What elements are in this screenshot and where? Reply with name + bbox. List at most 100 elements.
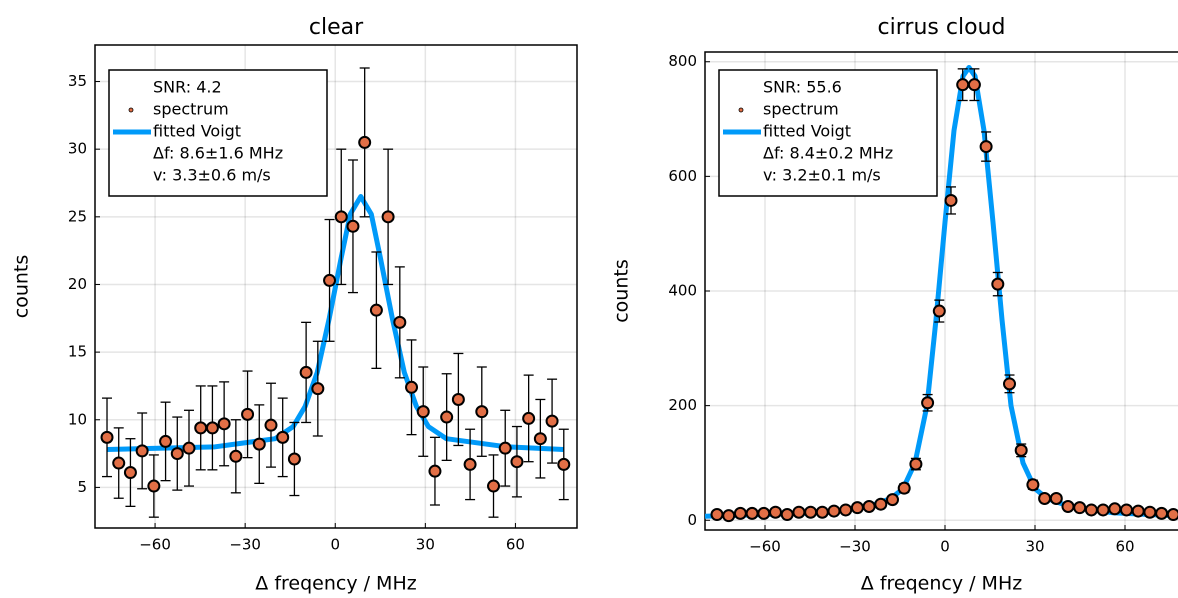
data-point xyxy=(487,479,501,493)
data-point xyxy=(264,418,278,432)
data-point xyxy=(932,304,946,318)
legend: SNR: 55.6 spectrum fitted Voigt Δf: 8.4±0.2… xyxy=(718,69,938,197)
data-point xyxy=(874,497,888,511)
data-point xyxy=(416,405,430,419)
data-point xyxy=(1073,501,1087,515)
x-tick-label: 60 xyxy=(1115,538,1134,556)
legend-marker xyxy=(738,107,744,113)
legend-label: SNR: 4.2 xyxy=(153,78,222,97)
plot-frame xyxy=(94,44,578,529)
data-point xyxy=(1061,500,1075,514)
x-tick-label: −30 xyxy=(229,536,261,554)
y-tick-label: 20 xyxy=(68,275,87,293)
data-point xyxy=(862,500,876,514)
data-point xyxy=(804,505,818,519)
data-point xyxy=(205,421,219,435)
data-point xyxy=(100,430,114,444)
x-tick-label: 0 xyxy=(940,538,950,556)
subplot: clear Δ freqency / MHz counts −60 −30 0 30 60 5 1… xyxy=(11,15,578,595)
data-point xyxy=(780,508,794,522)
data-point xyxy=(991,277,1005,291)
x-tick-label: 30 xyxy=(1025,538,1044,556)
x-tick-label: 60 xyxy=(506,536,525,554)
legend: SNR: 4.2 spectrum fitted Voigt Δf: 8.6±1.6 … xyxy=(108,69,328,197)
data-point xyxy=(287,452,301,466)
data-point xyxy=(1038,491,1052,505)
data-point xyxy=(839,503,853,517)
fit-line xyxy=(106,194,564,453)
legend-label: v: 3.3±0.6 m/s xyxy=(153,166,271,185)
x-tick-label: −60 xyxy=(749,538,781,556)
data-point xyxy=(1003,377,1016,391)
data-point xyxy=(369,303,383,317)
data-point xyxy=(323,273,337,287)
chart-title: cirrus cloud xyxy=(878,15,1006,40)
legend-label: spectrum xyxy=(763,100,839,119)
data-point xyxy=(252,437,266,451)
subplot: cirrus cloud Δ freqency / MHz counts −60 −30… xyxy=(611,15,1178,595)
data-point xyxy=(112,456,126,470)
data-point xyxy=(147,479,161,493)
data-point xyxy=(346,219,360,233)
data-point xyxy=(334,210,348,224)
data-point xyxy=(850,501,864,515)
chart-title: clear xyxy=(309,15,364,40)
data-point xyxy=(710,508,724,522)
data-point xyxy=(229,449,243,463)
legend-label: spectrum xyxy=(153,100,229,119)
data-point xyxy=(241,407,255,421)
data-point xyxy=(381,210,395,224)
y-tick-label: 800 xyxy=(668,52,697,70)
data-point xyxy=(956,78,970,92)
data-point xyxy=(827,504,841,518)
data-point xyxy=(1084,503,1098,517)
data-point xyxy=(123,466,137,480)
y-tick-label: 35 xyxy=(68,72,87,90)
data-point xyxy=(1143,505,1157,519)
x-axis-label: Δ freqency / MHz xyxy=(255,573,416,595)
data-point xyxy=(393,315,407,329)
data-point xyxy=(276,430,290,444)
y-tick-label: 600 xyxy=(668,167,697,185)
data-point xyxy=(722,509,736,523)
data-point xyxy=(440,410,454,424)
plot-area xyxy=(100,67,571,518)
data-point xyxy=(533,432,547,446)
data-point xyxy=(1096,503,1110,517)
data-point xyxy=(358,135,372,149)
data-point xyxy=(311,382,325,396)
x-axis-label: Δ freqency / MHz xyxy=(861,573,1022,595)
y-tick-label: 200 xyxy=(668,396,697,414)
legend-label: fitted Voigt xyxy=(763,122,851,141)
legend-label: Δf: 8.6±1.6 MHz xyxy=(153,144,283,163)
data-point xyxy=(1166,508,1178,522)
plot-frame xyxy=(704,51,1178,531)
data-point xyxy=(886,493,899,507)
data-point xyxy=(510,455,524,469)
data-point xyxy=(921,396,935,410)
data-point xyxy=(194,421,208,435)
legend-label: v: 3.2±0.1 m/s xyxy=(763,166,881,185)
data-point xyxy=(757,506,771,520)
data-point xyxy=(733,506,747,520)
y-axis-label: counts xyxy=(11,255,33,319)
data-point xyxy=(182,441,196,455)
data-point xyxy=(428,464,442,478)
y-tick-label: 0 xyxy=(687,511,697,529)
data-point xyxy=(1108,502,1122,516)
data-point xyxy=(217,417,231,431)
data-point xyxy=(1014,443,1028,457)
data-point xyxy=(405,380,419,394)
data-point xyxy=(1026,478,1040,492)
data-point xyxy=(897,481,911,495)
data-point xyxy=(967,78,981,92)
data-point xyxy=(557,457,571,471)
legend-marker xyxy=(128,107,134,113)
plot-area xyxy=(705,64,1178,523)
y-tick-label: 30 xyxy=(68,140,87,158)
data-point xyxy=(815,505,829,519)
data-point xyxy=(475,405,489,419)
legend-label: fitted Voigt xyxy=(153,122,241,141)
